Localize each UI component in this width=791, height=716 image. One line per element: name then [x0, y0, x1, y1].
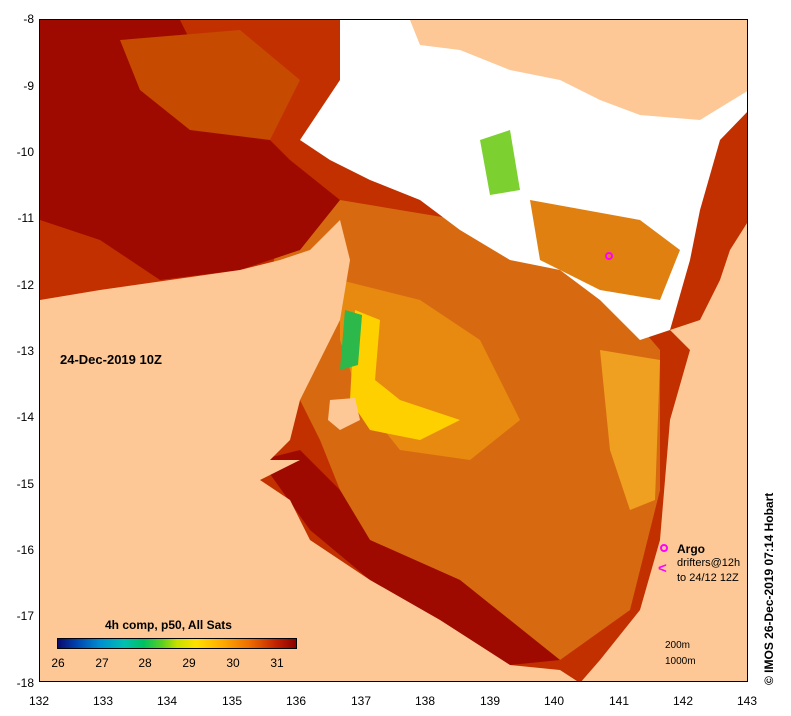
sst-cold-streak — [480, 130, 520, 195]
y-tick-label: -12 — [16, 278, 34, 292]
land-cape-york — [581, 223, 747, 681]
y-tick-label: -14 — [16, 410, 34, 424]
date-label: 24-Dec-2019 10Z — [60, 352, 162, 367]
land-groote-eylandt — [328, 398, 360, 430]
depth-contour-200-label: 200m — [665, 640, 691, 651]
y-tick-label: -9 — [23, 79, 34, 93]
x-tick-label: 134 — [156, 694, 178, 708]
y-tick-label: -18 — [16, 676, 34, 690]
x-tick-label: 140 — [543, 694, 565, 708]
sst-cool-plume — [350, 310, 460, 440]
y-tick-label: -13 — [16, 344, 34, 358]
sst-map — [39, 19, 748, 682]
x-tick-label: 136 — [285, 694, 307, 708]
land-northern-territory — [40, 220, 577, 681]
sst-hot-coastal — [260, 450, 560, 665]
drifter-legend-icon: < — [658, 560, 667, 577]
x-tick-label: 132 — [28, 694, 50, 708]
x-tick-label: 141 — [608, 694, 630, 708]
argo-legend-icon — [660, 544, 668, 552]
depth-contour-1000-label: 1000m — [665, 656, 696, 667]
y-tick-label: -16 — [16, 543, 34, 557]
argo-legend-label: Argo — [677, 542, 705, 556]
y-tick-label: -17 — [16, 609, 34, 623]
y-tick-label: -10 — [16, 145, 34, 159]
sst-northwest-mix — [120, 30, 300, 140]
colorbar-tick: 26 — [51, 656, 65, 670]
colorbar-tick: 31 — [270, 656, 284, 670]
colorbar-title: 4h comp, p50, All Sats — [105, 618, 232, 632]
credit-label: © IMOS 26-Dec-2019 07:14 Hobart — [762, 492, 776, 685]
x-tick-label: 138 — [414, 694, 436, 708]
x-tick-label: 135 — [221, 694, 243, 708]
land-new-guinea — [410, 20, 747, 120]
x-tick-label: 139 — [479, 694, 501, 708]
drifter-legend-label-time: to 24/12 12Z — [677, 572, 739, 584]
sst-east-band — [600, 350, 660, 510]
argo-float-marker — [605, 252, 613, 260]
y-tick-label: -15 — [16, 477, 34, 491]
y-tick-label: -11 — [17, 211, 34, 225]
sst-hot-northwest — [40, 20, 340, 280]
colorbar-tick: 29 — [182, 656, 196, 670]
drifter-legend-label: drifters@12h — [677, 557, 741, 569]
y-tick-label: -8 — [23, 12, 34, 26]
sst-cold-patch — [340, 310, 362, 370]
colorbar-tick: 30 — [226, 656, 240, 670]
colorbar-tick: 28 — [138, 656, 152, 670]
map-canvas — [40, 20, 747, 681]
sst-colorbar — [57, 638, 297, 649]
x-tick-label: 133 — [92, 694, 114, 708]
sst-north-patch — [530, 200, 680, 300]
x-tick-label: 137 — [350, 694, 372, 708]
colorbar-tick: 27 — [95, 656, 109, 670]
x-tick-label: 142 — [672, 694, 694, 708]
x-tick-label: 143 — [736, 694, 758, 708]
